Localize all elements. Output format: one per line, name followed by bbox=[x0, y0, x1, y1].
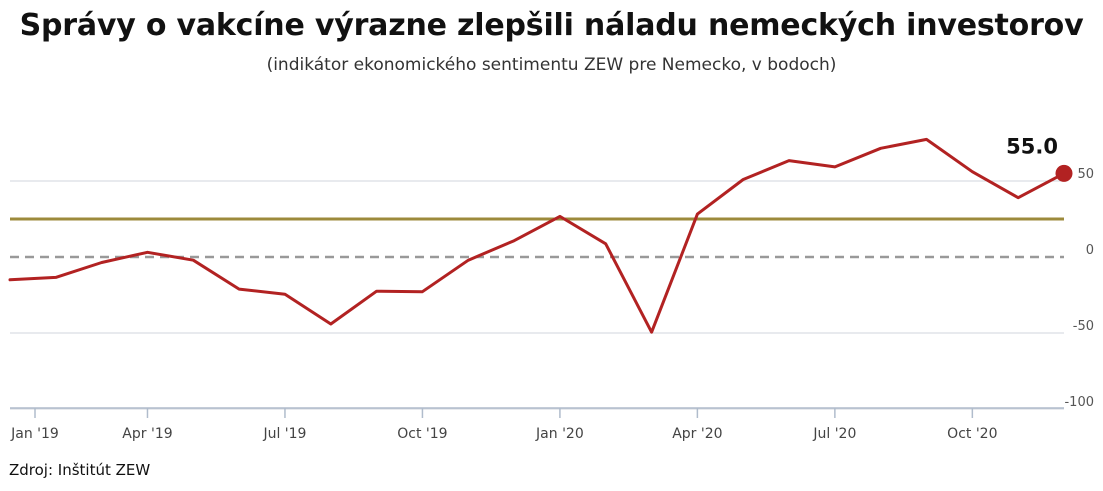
x-axis bbox=[10, 407, 1064, 418]
x-tick-label: Oct '20 bbox=[947, 426, 997, 442]
tick-labels: Jan '19 Apr '19 Jul '19 Oct '19 Jan '20 Apr '… bbox=[10, 134, 1094, 442]
reference-lines bbox=[10, 217, 1064, 259]
source-note: Zdroj: Inštitút ZEW bbox=[9, 461, 151, 479]
last-value-marker bbox=[1055, 164, 1073, 182]
x-tick-label: Apr '20 bbox=[672, 426, 722, 442]
y-tick-label: 0 bbox=[1086, 243, 1094, 258]
x-tick-label: Oct '19 bbox=[397, 426, 447, 442]
data-series bbox=[8, 137, 1073, 334]
last-value-label: 55.0 bbox=[1006, 134, 1058, 158]
x-tick-label: Jan '19 bbox=[10, 426, 59, 442]
y-tick-label: -100 bbox=[1064, 395, 1094, 410]
x-tick-label: Apr '19 bbox=[122, 426, 172, 442]
x-tick-label: Jan '20 bbox=[535, 426, 584, 442]
chart-subtitle: (indikátor ekonomického sentimentu ZEW p… bbox=[266, 55, 837, 75]
series-line bbox=[8, 137, 1066, 334]
grid-lines bbox=[10, 180, 1064, 410]
y-tick-label: 50 bbox=[1077, 167, 1094, 182]
y-tick-label: -50 bbox=[1073, 319, 1094, 334]
chart-title: Správy o vakcíne výrazne zlepšili náladu… bbox=[19, 8, 1084, 43]
x-tick-label: Jul '20 bbox=[812, 426, 856, 442]
x-tick-label: Jul '19 bbox=[262, 426, 306, 442]
